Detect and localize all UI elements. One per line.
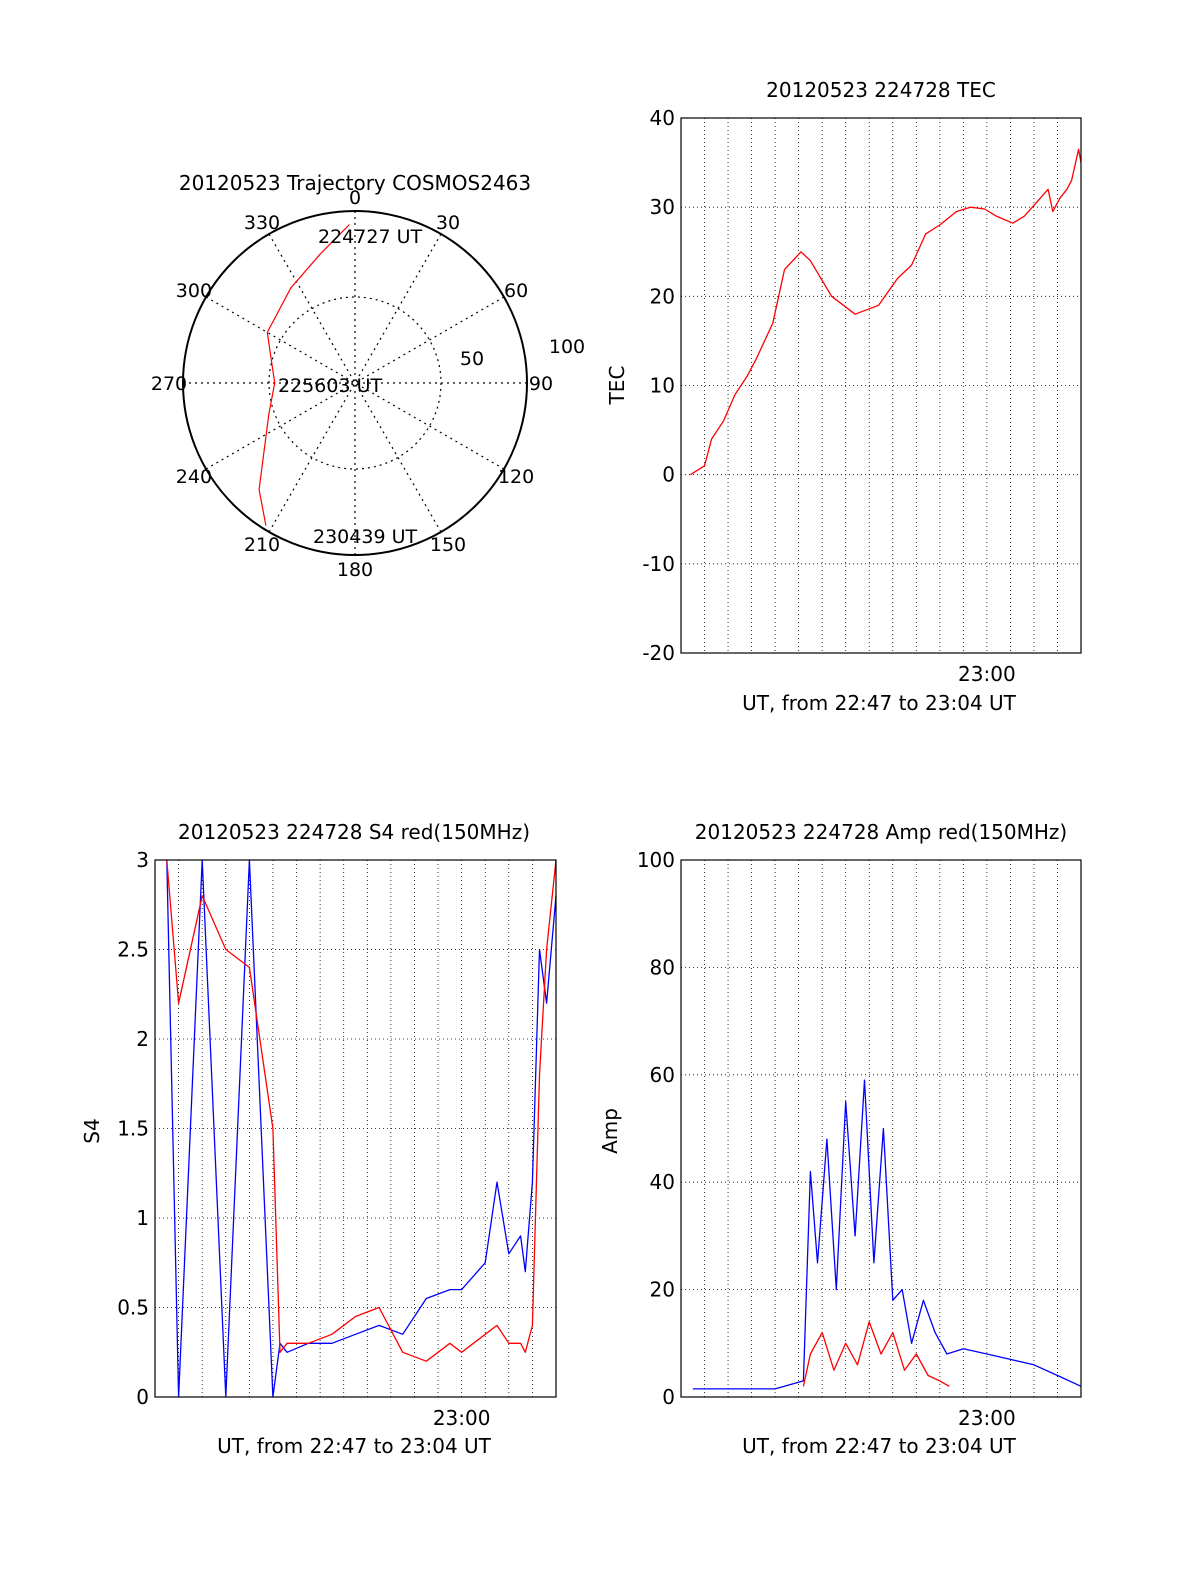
s4-y-tick-3: 3	[136, 848, 149, 872]
polar-trajectory-chart: 20120523 Trajectory COSMOS2463 0 30 60 90 12…	[151, 171, 585, 581]
polar-angle-label-180: 180	[337, 559, 373, 581]
amp-plot-frame	[680, 859, 1082, 1398]
s4-y-tick-0-5: 0.5	[117, 1296, 149, 1320]
polar-annotation-end: 230439 UT	[313, 526, 417, 548]
tec-x-axis-label: UT, from 22:47 to 23:04 UT	[742, 691, 1017, 715]
amp-series	[692, 1079, 1082, 1390]
s4-y-tick-0: 0	[136, 1385, 149, 1409]
polar-angle-label-30: 30	[436, 212, 460, 234]
polar-angle-label-240: 240	[176, 466, 212, 488]
polar-angle-label-0: 0	[349, 187, 361, 209]
amp-chart: 20120523 224728 Amp red(150MHz) 0 20 40 60 8…	[598, 820, 1082, 1458]
amp-y-tick-40: 40	[650, 1170, 675, 1194]
polar-angle-label-60: 60	[504, 280, 528, 302]
s4-y-tick-1-5: 1.5	[117, 1117, 149, 1141]
amp-x-tick-23-00: 23:00	[958, 1406, 1016, 1430]
s4-series	[166, 859, 557, 1398]
amp-x-axis-label: UT, from 22:47 to 23:04 UT	[742, 1434, 1017, 1458]
tec-y-axis-label: TEC	[605, 366, 629, 406]
polar-annotation-start: 224727 UT	[318, 226, 422, 248]
polar-radius-label-50: 50	[460, 348, 484, 370]
s4-y-tick-1: 1	[136, 1206, 149, 1230]
amp-y-tick-0: 0	[662, 1385, 675, 1409]
polar-angle-label-300: 300	[176, 280, 212, 302]
tec-chart: 20120523 224728 TEC -20 -10 0 10 20 30 40 23:0…	[605, 78, 1082, 715]
tec-y-tick-20: 20	[650, 284, 675, 308]
tec-y-tick--10: -10	[642, 552, 675, 576]
tec-y-tick--20: -20	[642, 641, 675, 665]
tec-grid	[681, 118, 1081, 653]
s4-plot-frame	[154, 859, 557, 1398]
polar-angle-label-210: 210	[244, 534, 280, 556]
s4-series-line-1	[166, 859, 557, 1362]
amp-x-tick-labels: 23:00	[958, 1406, 1016, 1430]
amp-title: 20120523 224728 Amp red(150MHz)	[695, 820, 1067, 844]
tec-x-tick-labels: 23:00	[958, 662, 1016, 686]
tec-y-tick-30: 30	[650, 195, 675, 219]
s4-y-tick-2-5: 2.5	[117, 938, 149, 962]
s4-title: 20120523 224728 S4 red(150MHz)	[178, 820, 530, 844]
s4-x-tick-23-00: 23:00	[433, 1406, 491, 1430]
s4-series-line-0	[166, 859, 557, 1398]
amp-y-tick-80: 80	[650, 955, 675, 979]
polar-angle-label-330: 330	[244, 212, 280, 234]
tec-title: 20120523 224728 TEC	[766, 78, 996, 102]
polar-trajectory-line	[258, 224, 350, 526]
polar-title: 20120523 Trajectory COSMOS2463	[179, 171, 531, 195]
amp-grid	[681, 860, 1081, 1397]
polar-radius-label-100: 100	[549, 336, 585, 358]
tec-series	[690, 148, 1082, 476]
amp-y-axis-label: Amp	[598, 1108, 622, 1154]
amp-y-tick-labels: 0 20 40 60 80 100	[637, 848, 675, 1409]
s4-chart: 20120523 224728 S4 red(150MHz) 0 0.5 1 1.5 2…	[80, 820, 557, 1458]
polar-angle-label-90: 90	[529, 373, 553, 395]
s4-x-axis-label: UT, from 22:47 to 23:04 UT	[217, 1434, 492, 1458]
s4-y-tick-labels: 0 0.5 1 1.5 2 2.5 3	[117, 848, 149, 1409]
s4-x-tick-labels: 23:00	[433, 1406, 491, 1430]
tec-y-tick-0: 0	[662, 463, 675, 487]
polar-angle-label-150: 150	[430, 534, 466, 556]
amp-y-tick-20: 20	[650, 1278, 675, 1302]
tec-x-tick-23-00: 23:00	[958, 662, 1016, 686]
s4-y-axis-label: S4	[80, 1118, 104, 1143]
tec-series-line-0	[690, 148, 1082, 476]
polar-angle-labels: 0 30 60 90 120 150 180 210 240 270 300 330	[151, 187, 553, 581]
polar-annotation-mid: 225603 UT	[278, 375, 382, 397]
amp-y-tick-100: 100	[637, 848, 675, 872]
polar-angle-label-270: 270	[151, 373, 187, 395]
polar-angle-label-120: 120	[498, 466, 534, 488]
tec-y-tick-labels: -20 -10 0 10 20 30 40	[642, 106, 675, 665]
amp-y-tick-60: 60	[650, 1063, 675, 1087]
tec-y-tick-40: 40	[650, 106, 675, 130]
amp-series-line-1	[802, 1321, 950, 1387]
tec-plot-frame	[680, 117, 1082, 654]
tec-y-tick-10: 10	[650, 374, 675, 398]
amp-series-line-0	[692, 1079, 1082, 1390]
s4-y-tick-2: 2	[136, 1027, 149, 1051]
